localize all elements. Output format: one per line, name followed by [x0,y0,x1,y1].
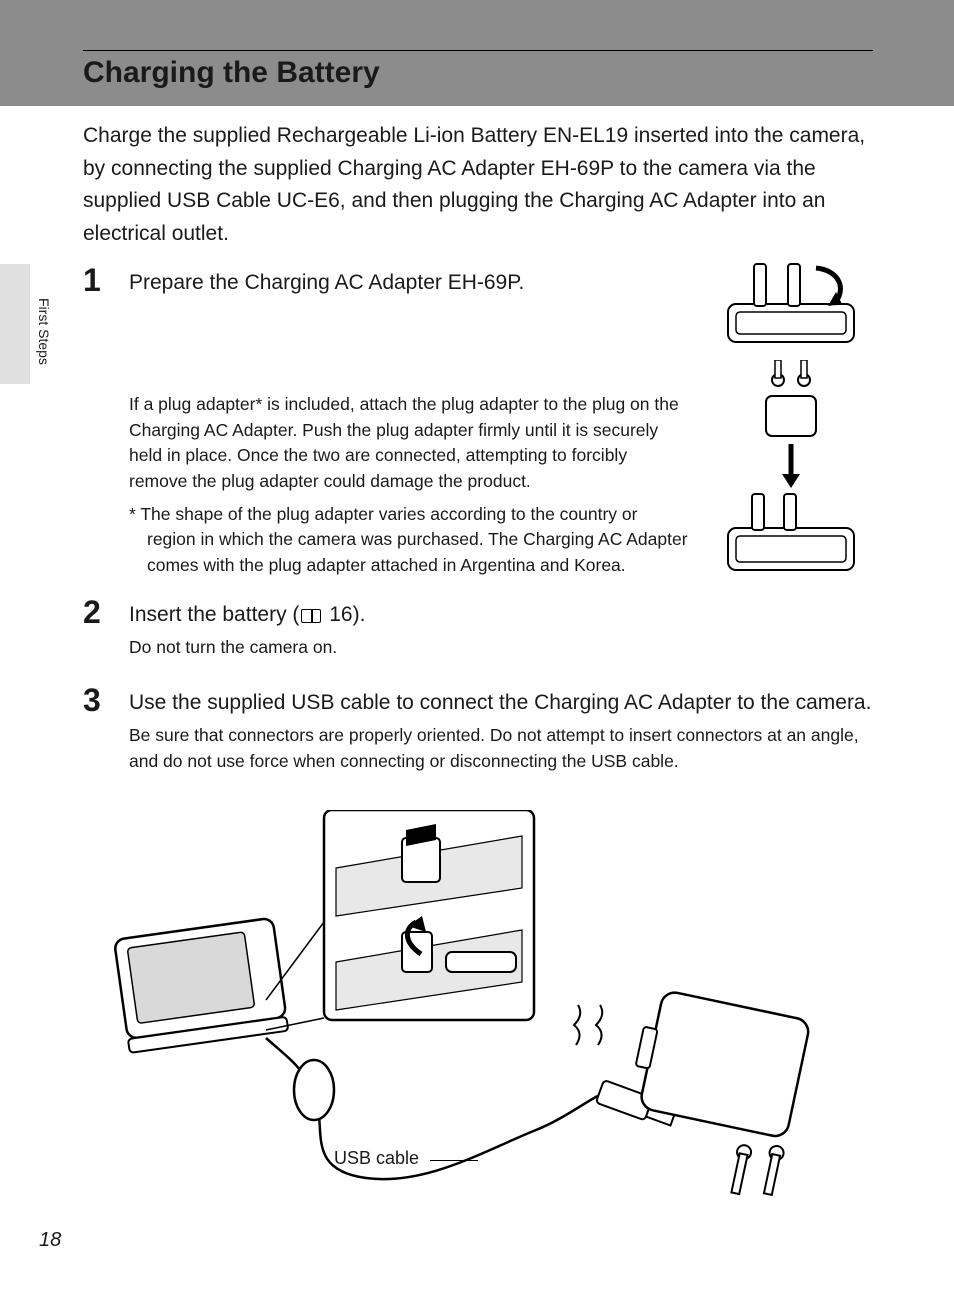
step-heading-part2: 16). [323,603,365,626]
step-heading: Insert the battery ( 16). [129,600,873,629]
manual-page: Charging the Battery Charge the supplied… [0,0,954,1314]
intro-paragraph: Charge the supplied Rechargeable Li-ion … [83,120,873,250]
section-tab [0,264,30,384]
step-2: 2 Insert the battery ( 16). Do not turn … [83,600,873,661]
usb-cable-label: USB cable [334,1148,419,1169]
illustration-connection [106,810,866,1210]
step-heading: Use the supplied USB cable to connect th… [129,688,873,717]
footnote-text: The shape of the plug adapter varies acc… [140,504,687,575]
section-tab-label: First Steps [36,298,52,365]
step-number: 1 [83,262,119,299]
footnote-marker: * [129,504,140,524]
step-number: 2 [83,594,119,631]
usb-cable-label-leader [430,1160,478,1161]
title-rule [83,50,873,51]
step-footnote: * The shape of the plug adapter varies a… [129,502,689,578]
header-background [0,0,954,106]
illustration-plug-adapter [716,360,866,580]
page-ref-icon [301,609,321,623]
page-number: 18 [39,1229,61,1252]
illustration-adapter-prongs [716,258,866,348]
step-body: Do not turn the camera on. [129,635,873,660]
step-body: Be sure that connectors are properly ori… [129,723,873,774]
step-3: 3 Use the supplied USB cable to connect … [83,688,873,774]
step-number: 3 [83,682,119,719]
step-heading-part1: Insert the battery ( [129,603,299,626]
step-body: If a plug adapter* is included, attach t… [129,392,689,494]
page-title: Charging the Battery [83,56,380,90]
